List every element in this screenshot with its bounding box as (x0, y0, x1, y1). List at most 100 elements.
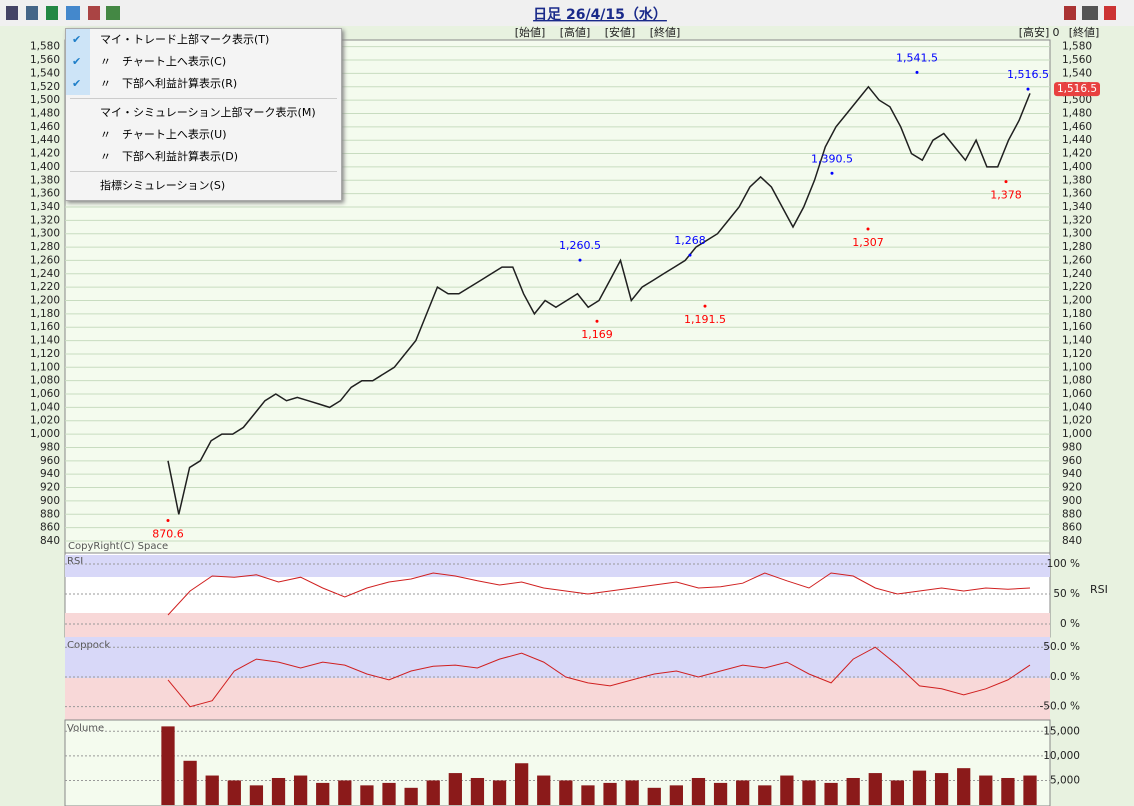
y-tick-label: 1,460 (30, 121, 60, 133)
annotation-point (830, 171, 834, 175)
annotation-point (688, 253, 692, 257)
y-tick-label: 1,480 (30, 107, 60, 119)
rsi-low-zone (65, 613, 1050, 637)
volume-bar (382, 782, 396, 806)
context-menu[interactable]: マイ・トレード上部マーク表示(T)〃 チャート上へ表示(C)〃 下部へ利益計算表… (65, 28, 342, 201)
y-tick-label: 1,340 (30, 201, 60, 213)
y-tick-label: 880 (40, 508, 60, 520)
y-tick-label: 1,140 (1062, 335, 1092, 347)
y-tick-label: 1,400 (30, 161, 60, 173)
menu-item[interactable]: 指標シミュレーション(S) (100, 179, 226, 192)
annotation-point (595, 319, 599, 323)
toolbar-icons[interactable] (6, 6, 1116, 20)
volume-bar (559, 780, 573, 806)
y-tick-label: 50.0 % (1043, 641, 1080, 653)
y-tick-label: 1,500 (1062, 94, 1092, 106)
y-tick-label: 1,060 (1062, 388, 1092, 400)
series-line (167, 646, 1031, 708)
y-tick-label: 1,320 (1062, 214, 1092, 226)
header-field: [高安] (1019, 25, 1050, 39)
volume-bar (979, 775, 993, 806)
y-tick-label: 1,220 (30, 281, 60, 293)
annotation: 1,268 (674, 234, 706, 247)
y-tick-label: 1,480 (1062, 107, 1092, 119)
right-label: RSI (1090, 583, 1108, 596)
y-tick-label: 1,180 (30, 308, 60, 320)
y-tick-label: 1,420 (30, 148, 60, 160)
annotation: 870.6 (152, 528, 184, 541)
y-tick-label: 1,120 (1062, 348, 1092, 360)
chart-title: 日足 26/4/15（水） (533, 6, 667, 23)
volume-bar (249, 785, 264, 806)
menu-item[interactable]: 〃 下部へ利益計算表示(D) (100, 150, 239, 163)
menu-item[interactable]: 〃 下部へ利益計算表示(R) (66, 73, 341, 95)
y-tick-label: 960 (1062, 455, 1082, 467)
volume-bar (736, 780, 750, 806)
volume-bar (868, 773, 882, 806)
annotation: 1,378 (990, 189, 1022, 202)
volume-bar (625, 780, 639, 806)
volume-bar (934, 773, 949, 806)
y-tick-label: 1,220 (1062, 281, 1092, 293)
volume-bar (1023, 775, 1037, 806)
volume-bar (890, 780, 905, 806)
y-tick-label: 860 (40, 522, 60, 534)
coppock-low-zone (65, 678, 1050, 720)
volume-bar (957, 768, 971, 806)
y-tick-label: 1,540 (30, 67, 60, 79)
y-tick-label: -50.0 % (1040, 701, 1081, 713)
menu-item[interactable]: マイ・シミュレーション上部マーク表示(M) (100, 106, 316, 119)
y-tick-label: 1,240 (1062, 268, 1092, 280)
annotation: 1,541.5 (896, 51, 938, 64)
annotation-point (166, 519, 170, 523)
menu-item[interactable]: 〃 チャート上へ表示(U) (100, 128, 227, 141)
volume-bar (161, 726, 175, 806)
volume-bar (581, 785, 595, 806)
annotation: 1,307 (852, 236, 884, 249)
y-tick-label: 1,320 (30, 214, 60, 226)
y-tick-label: 1,560 (30, 54, 60, 66)
copyright: CopyRight(C) Space (68, 541, 168, 552)
volume-bar (205, 775, 219, 806)
y-tick-label: 1,140 (30, 335, 60, 347)
toolbar (0, 0, 1134, 26)
y-tick-label: 960 (40, 455, 60, 467)
volume-bar (802, 780, 816, 806)
annotation: 1,191.5 (684, 313, 726, 326)
volume-bar (271, 777, 286, 806)
y-tick-label: 1,400 (1062, 161, 1092, 173)
header-field: 0 (1053, 26, 1060, 39)
y-tick-label: 980 (40, 441, 60, 453)
annotation: 1,169 (581, 328, 613, 341)
y-tick-label: 1,280 (1062, 241, 1092, 253)
y-tick-label: 1,160 (30, 321, 60, 333)
header-field: [始値] (515, 25, 546, 39)
y-tick-label: 900 (40, 495, 60, 507)
y-tick-label: 1,080 (1062, 375, 1092, 387)
menu-item[interactable]: マイ・トレード上部マーク表示(T) (66, 29, 341, 51)
y-tick-label: 920 (40, 482, 60, 494)
volume-bar (603, 782, 617, 806)
menu-item[interactable]: 〃 チャート上へ表示(C) (66, 51, 341, 73)
y-tick-label: 1,000 (1062, 428, 1092, 440)
annotation-point (1026, 87, 1030, 91)
y-tick-label: 1,340 (1062, 201, 1092, 213)
y-tick-label: 860 (1062, 522, 1082, 534)
series-line (167, 85, 1031, 515)
y-tick-label: 1,200 (30, 295, 60, 307)
volume-bar (824, 782, 838, 806)
y-tick-label: 15,000 (1043, 725, 1080, 737)
y-tick-label: 1,440 (1062, 134, 1092, 146)
rsi-high-zone (65, 555, 1050, 577)
y-tick-label: 1,560 (1062, 54, 1092, 66)
y-tick-label: 1,240 (30, 268, 60, 280)
volume-bar (426, 780, 440, 806)
volume-bar (713, 782, 728, 806)
volume-bar (758, 785, 772, 806)
volume-bar (912, 770, 927, 806)
volume-bar (470, 777, 485, 806)
y-tick-label: 840 (1062, 535, 1082, 547)
panel-label: RSI (67, 556, 83, 567)
y-tick-label: 100 % (1047, 558, 1080, 570)
volume-bar (691, 777, 706, 806)
